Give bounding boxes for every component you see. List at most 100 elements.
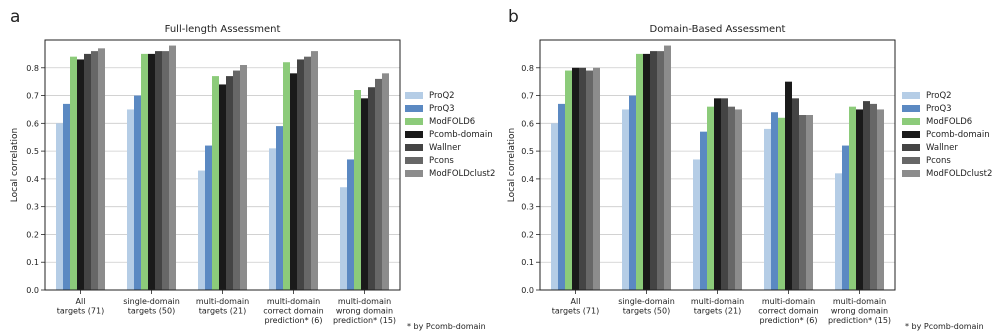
bar-modfoldclust2-1	[664, 45, 671, 290]
bar-proq2-1	[127, 109, 134, 290]
x-tick-label-line: multi-domain	[762, 297, 815, 306]
legend-entry: ProQ2	[429, 91, 455, 101]
x-tick-label: multi-domain targets (21)	[691, 297, 744, 316]
x-tick-label-line: prediction* (15)	[828, 316, 891, 325]
bar-modfold6-2	[212, 76, 219, 290]
footnote: * by Pcomb-domain	[905, 322, 984, 331]
chart-panel-b: b Domain-Based Assessment 0.0 0.1 0.2 0.3 0.4 0…	[507, 7, 992, 331]
legend-swatch	[405, 131, 423, 138]
bar-modfoldclust2-2	[240, 65, 247, 290]
legend-swatch	[405, 92, 423, 99]
legend-swatch	[902, 144, 920, 151]
x-tick-label-line: multi-domain	[691, 297, 744, 306]
bar-proq3-4	[347, 159, 354, 290]
x-tick-label-line: multi-domain	[196, 297, 249, 306]
panel-letter: a	[10, 7, 20, 27]
bar-modfold6-2	[707, 106, 714, 291]
legend-entry: ProQ2	[926, 91, 952, 101]
bar-proq2-0	[551, 123, 558, 290]
y-tick-label: 0.3	[521, 203, 534, 212]
x-tick-label-line: wrong domain	[831, 307, 888, 316]
bar-modfold6-0	[70, 56, 77, 290]
y-tick-label: 0.7	[521, 92, 534, 101]
footnote: * by Pcomb-domain	[407, 322, 486, 331]
legend-entry: Pcons	[429, 156, 454, 166]
x-tick-label: multi-domain wrong domain prediction* (15)	[333, 297, 396, 325]
bar-proq3-3	[276, 126, 283, 290]
y-tick-label: 0.6	[521, 119, 534, 128]
bar-pcomb-domain-3	[785, 81, 792, 291]
x-tick-label-line: multi-domain	[338, 297, 391, 306]
bar-pcons-4	[870, 103, 877, 290]
bar-modfoldclust2-4	[382, 73, 389, 290]
y-tick-label: 0.0	[521, 286, 534, 295]
legend-swatch	[902, 118, 920, 125]
legend-entry: Pcons	[926, 156, 951, 166]
y-tick-label: 0.6	[26, 119, 39, 128]
bar-modfold6-4	[354, 90, 361, 290]
bar-proq2-0	[56, 123, 63, 290]
bar-pcomb-domain-3	[290, 73, 297, 290]
bar-modfoldclust2-0	[98, 48, 105, 291]
x-tick-label: All targets (71)	[552, 297, 599, 316]
x-tick-label-line: targets (71)	[57, 307, 104, 316]
y-tick-label: 0.4	[521, 175, 534, 184]
bar-wallner-2	[226, 76, 233, 290]
bar-pcons-2	[233, 70, 240, 290]
bar-modfold6-3	[283, 62, 290, 290]
bar-proq2-1	[622, 109, 629, 290]
x-tick-label: All targets (71)	[57, 297, 104, 316]
bar-proq3-0	[558, 103, 565, 290]
y-tick-label: 0.0	[26, 286, 39, 295]
legend-entry: Wallner	[926, 143, 958, 153]
bar-wallner-1	[155, 51, 162, 290]
plot-frame	[539, 39, 896, 291]
bar-modfoldclust2-3	[311, 51, 318, 290]
y-axis-label: Local correlation	[10, 128, 20, 202]
x-tick-label-line: correct domain	[758, 307, 819, 316]
x-tick-label-line: All	[571, 297, 581, 306]
y-tick-label: 0.5	[521, 147, 534, 156]
x-tick-label-line: correct domain	[263, 307, 324, 316]
y-tick-label: 0.4	[26, 175, 39, 184]
legend-entry: Pcomb-domain	[429, 130, 493, 140]
legend-swatch	[902, 157, 920, 164]
bar-proq3-4	[842, 145, 849, 290]
x-tick-label-line: prediction* (6)	[264, 316, 322, 325]
bar-modfold6-4	[849, 106, 856, 291]
x-tick-label-line: prediction* (15)	[333, 316, 396, 325]
bar-pcons-3	[304, 56, 311, 290]
y-tick-label: 0.7	[26, 92, 39, 101]
x-tick-label: multi-domain targets (21)	[196, 297, 249, 316]
legend-swatch	[405, 170, 423, 177]
chart-panel-a: a Full-length Assessment 0.0 0.1 0.2 0.3 0.4 0.…	[10, 7, 495, 331]
bar-pcomb-domain-1	[148, 53, 155, 291]
bar-wallner-4	[368, 87, 375, 290]
bar-modfoldclust2-2	[735, 109, 742, 290]
y-tick-label: 0.8	[521, 64, 534, 73]
y-tick-label: 0.3	[26, 203, 39, 212]
x-tick-label-line: multi-domain	[267, 297, 320, 306]
bar-wallner-2	[721, 98, 728, 290]
bar-proq3-1	[134, 95, 141, 290]
x-tick-label-line: single-domain	[123, 297, 180, 306]
x-tick-label-line: wrong domain	[336, 307, 393, 316]
bar-pcons-4	[375, 78, 382, 290]
bar-proq2-2	[198, 170, 205, 290]
bar-proq2-2	[693, 159, 700, 290]
plot-frame	[44, 39, 401, 291]
y-tick-label: 0.2	[521, 230, 534, 239]
x-tick-label: multi-domain wrong domain prediction* (15)	[828, 297, 891, 325]
bar-pcomb-domain-0	[572, 67, 579, 291]
legend-swatch	[405, 118, 423, 125]
bar-wallner-0	[84, 53, 91, 291]
legend-entry: ProQ3	[926, 104, 952, 114]
bar-wallner-3	[792, 98, 799, 290]
x-tick-label-line: multi-domain	[833, 297, 886, 306]
bar-pcomb-domain-2	[714, 98, 721, 290]
bar-modfold6-0	[565, 70, 572, 290]
y-tick-label: 0.8	[26, 64, 39, 73]
x-tick-label-line: targets (21)	[199, 307, 246, 316]
bar-pcons-0	[586, 70, 593, 290]
